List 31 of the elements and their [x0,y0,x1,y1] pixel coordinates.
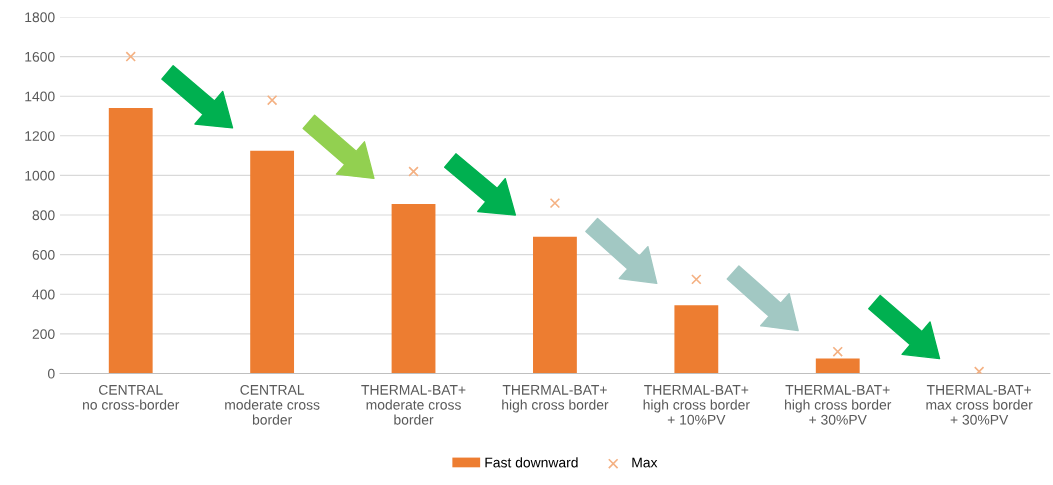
y-tick-label: 600 [32,249,55,260]
legend-label: Max [632,457,658,468]
x-tick-label: THERMAL-BAT+ high cross border + 10%PV [643,385,750,425]
point [408,166,419,177]
x-tick-label: THERMAL-BAT+ high cross border + 30%PV [785,385,892,425]
y-tick-label: 1800 [25,12,55,23]
point [691,274,702,285]
bar [533,236,577,374]
x-tick-label: THERMAL-BAT+ moderate cross border [361,385,466,425]
x-tick-label: CENTRAL moderate cross border [225,384,320,425]
x-tick-label: THERMAL-BAT+ max cross border + 30%PV [926,385,1033,425]
bar [674,305,719,374]
point [125,51,136,62]
y-tick-label: 1200 [25,131,55,141]
y-tick-label: 200 [32,329,55,340]
y-tick-label: 1600 [25,51,55,62]
bar [250,150,295,374]
y-tick-label: 1000 [25,170,55,181]
legend-label: Fast downward [485,457,578,468]
y-tick-label: 400 [32,289,55,300]
y-tick-label: 800 [32,210,55,221]
bar [815,358,860,374]
bar [108,108,153,374]
point [549,197,561,209]
point [266,94,278,106]
x-tick-label: THERMAL-BAT+ high cross border [502,385,609,413]
y-tick-label: 1400 [25,91,55,102]
bar [391,204,436,374]
x-tick-label: CENTRAL no cross-border [83,384,180,410]
point [832,346,843,357]
y-tick-label: 0 [47,368,55,379]
